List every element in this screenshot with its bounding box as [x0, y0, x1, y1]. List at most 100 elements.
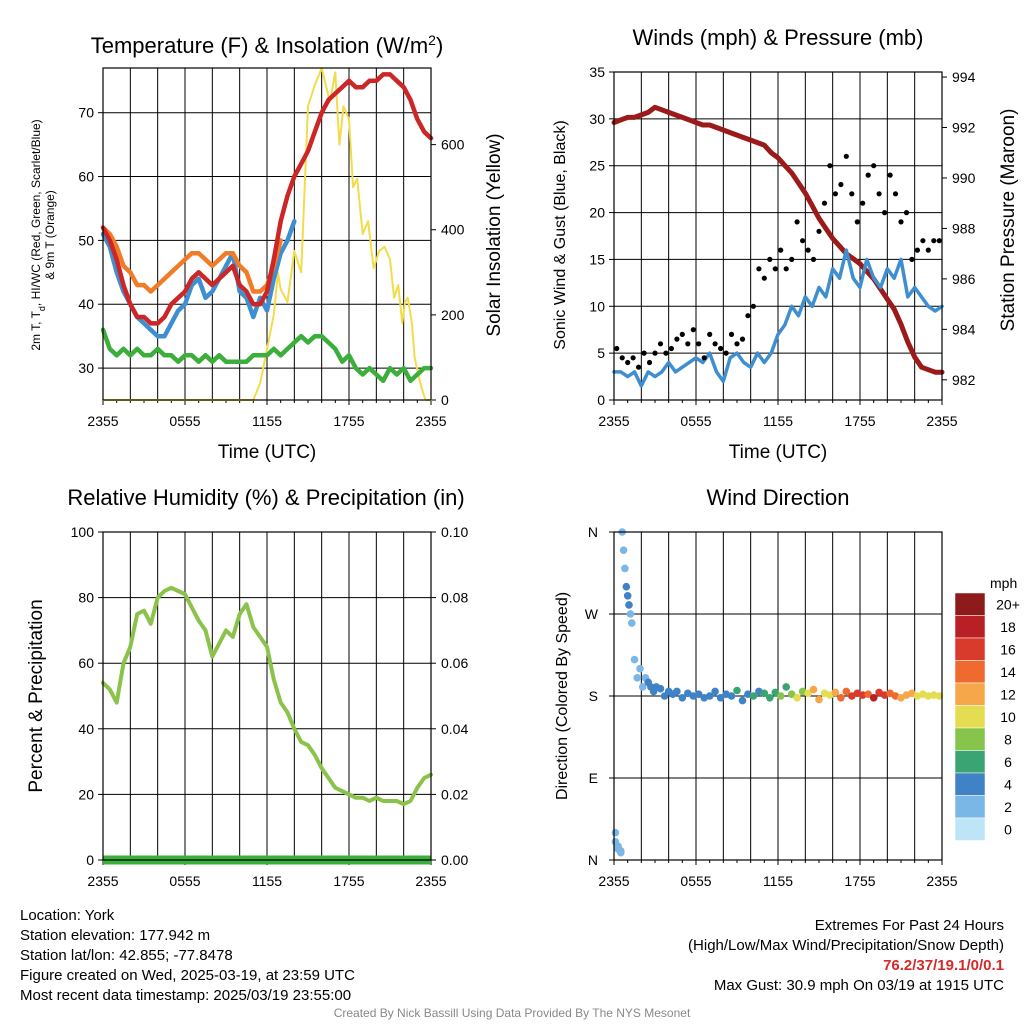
y-right-tick-label: 988 — [952, 220, 976, 236]
y-tick-label: 5 — [597, 345, 605, 361]
gust-point — [882, 210, 888, 216]
gust-point — [871, 163, 877, 169]
temperature-title: Temperature (F) & Insolation (W/m2) — [91, 32, 444, 58]
y-right-tick-label: 0.06 — [441, 655, 468, 671]
direction-point — [782, 683, 790, 691]
gust-point — [860, 200, 866, 206]
x-tick-label: 2355 — [87, 873, 118, 889]
y-right-tick-label: 982 — [952, 372, 976, 388]
direction-point — [630, 655, 639, 664]
winds-plot-area: 2355 0555 1155 1755 2355 0 5 10 15 20 25 30 35 982 984… — [589, 64, 975, 429]
gust-point — [614, 345, 620, 352]
wind-speed-line — [612, 248, 944, 388]
gust-point — [838, 181, 844, 188]
gust-point — [920, 238, 926, 244]
speed-colorbar: 20+ 18 16 14 12 10 8 6 4 2 0 — [954, 592, 1020, 841]
gust-point — [674, 336, 680, 342]
insolation-line — [102, 67, 432, 401]
temperature-plot-area: 2355 0555 1155 1755 2355 30 40 50 60 70 0 200 400 600 — [78, 67, 465, 429]
direction-point — [738, 696, 747, 705]
gust-point — [630, 355, 636, 361]
y-tick-label: S — [589, 688, 598, 704]
gust-point — [723, 350, 729, 356]
winds-xlabel: Time (UTC) — [729, 442, 828, 463]
y-tick-label: 60 — [78, 169, 94, 185]
direction-point — [623, 592, 632, 600]
gust-point — [914, 247, 921, 253]
colorbar-label: 8 — [1004, 731, 1012, 747]
direction-point — [831, 688, 840, 697]
y-right-tick-label: 0 — [441, 392, 449, 408]
winds-title: Winds (mph) & Pressure (mb) — [633, 25, 924, 50]
x-tick-label: 2355 — [415, 873, 446, 889]
gust-point — [810, 256, 817, 262]
colorbar-label: 12 — [1000, 686, 1016, 702]
direction-point — [711, 687, 719, 696]
temperature-panel: Temperature (F) & Insolation (W/m2) 2355… — [29, 32, 505, 463]
direction-point — [694, 690, 703, 698]
y-right-tick-label: 200 — [441, 307, 465, 323]
gust-point — [783, 266, 789, 272]
dewpoint-line — [100, 327, 434, 384]
direction-point — [766, 694, 774, 702]
direction-point — [656, 684, 665, 693]
gust-point — [739, 336, 746, 342]
y-right-tick-label: 990 — [952, 170, 976, 186]
y-tick-label: 50 — [78, 232, 94, 248]
direction-point — [809, 685, 818, 694]
gust-point — [657, 341, 664, 347]
x-tick-label: 2355 — [926, 413, 957, 429]
y-tick-label: N — [588, 524, 598, 540]
extremes-subtitle: (High/Low/Max Wind/Precipitation/Snow De… — [688, 937, 1004, 954]
pressure-line — [611, 104, 945, 375]
gust-point — [745, 313, 751, 319]
y-right-tick-label: 0.04 — [441, 721, 468, 737]
direction-point — [638, 683, 647, 691]
gust-point — [767, 256, 773, 262]
x-tick-label: 1755 — [844, 413, 875, 429]
y-tick-label: 20 — [589, 205, 605, 221]
y-tick-label: 40 — [78, 296, 94, 312]
humidity-title: Relative Humidity (%) & Precipitation (i… — [67, 485, 464, 510]
gust-point — [789, 256, 795, 262]
direction-point — [787, 690, 796, 698]
direction-point — [935, 692, 944, 700]
gust-point — [756, 266, 762, 272]
y-tick-label: 30 — [78, 360, 94, 376]
y-right-tick-label: 0.02 — [441, 786, 468, 802]
colorbar-label: 6 — [1004, 754, 1012, 770]
gust-point — [636, 364, 642, 370]
gust-point — [761, 275, 767, 281]
extremes-info: Extremes For Past 24 Hours (High/Low/Max… — [688, 916, 1004, 996]
gust-point — [827, 163, 833, 169]
temp-2m-line — [100, 72, 434, 326]
x-tick-label: 0555 — [169, 413, 200, 429]
direction-point — [771, 688, 780, 697]
direction-point — [815, 695, 823, 704]
gust-point — [641, 350, 647, 356]
gust-point — [800, 238, 806, 244]
gust-point — [679, 331, 685, 337]
direction-point — [617, 848, 625, 857]
direction-point — [673, 687, 681, 696]
gust-point — [843, 153, 849, 159]
direction-point — [625, 601, 633, 609]
humidity-panel: Relative Humidity (%) & Precipitation (i… — [26, 485, 468, 889]
colorbar-swatch — [954, 817, 986, 841]
direction-point — [793, 694, 801, 702]
temperature-ylabel-right: Solar Insolation (Yellow) — [484, 133, 505, 336]
x-tick-label: 1155 — [763, 873, 793, 889]
y-tick-label: 10 — [589, 298, 605, 314]
direction-point — [749, 692, 758, 700]
x-tick-label: 1755 — [333, 413, 364, 429]
direction-point — [628, 619, 636, 627]
colorbar-swatch — [954, 637, 986, 661]
gust-point — [663, 350, 669, 356]
y-right-tick-label: 0.10 — [441, 524, 468, 540]
y-right-tick-label: 986 — [952, 271, 976, 287]
gust-point — [772, 266, 778, 272]
direction-point — [842, 687, 851, 696]
x-tick-label: 0555 — [680, 873, 711, 889]
y-tick-label: 30 — [589, 111, 605, 127]
